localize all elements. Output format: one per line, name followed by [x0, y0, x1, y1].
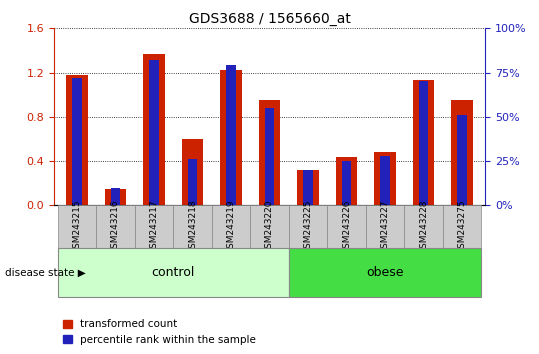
- Bar: [327, 205, 366, 248]
- Bar: [342, 161, 351, 205]
- Bar: [259, 100, 280, 205]
- Bar: [298, 170, 319, 205]
- Bar: [173, 205, 212, 248]
- Bar: [404, 205, 443, 248]
- Bar: [336, 156, 357, 205]
- Bar: [289, 248, 481, 297]
- Text: GSM243275: GSM243275: [458, 199, 466, 254]
- Bar: [188, 159, 197, 205]
- Bar: [452, 100, 473, 205]
- Title: GDS3688 / 1565660_at: GDS3688 / 1565660_at: [189, 12, 350, 26]
- Text: obese: obese: [366, 266, 404, 279]
- Legend: transformed count, percentile rank within the sample: transformed count, percentile rank withi…: [59, 315, 260, 349]
- Text: GSM243217: GSM243217: [149, 199, 158, 254]
- Bar: [105, 189, 126, 205]
- Bar: [419, 81, 429, 205]
- Bar: [380, 156, 390, 205]
- Bar: [226, 65, 236, 205]
- Bar: [250, 205, 289, 248]
- Bar: [72, 78, 82, 205]
- Bar: [143, 54, 164, 205]
- Bar: [289, 205, 327, 248]
- Text: GSM243218: GSM243218: [188, 199, 197, 254]
- Bar: [303, 170, 313, 205]
- Text: disease state ▶: disease state ▶: [5, 268, 86, 278]
- Text: control: control: [151, 266, 195, 279]
- Bar: [212, 205, 250, 248]
- Text: GSM243216: GSM243216: [111, 199, 120, 254]
- Bar: [149, 60, 159, 205]
- Text: GSM243220: GSM243220: [265, 199, 274, 254]
- Bar: [58, 205, 96, 248]
- Text: GSM243225: GSM243225: [303, 199, 313, 254]
- Bar: [110, 188, 120, 205]
- Bar: [443, 205, 481, 248]
- Bar: [96, 205, 135, 248]
- Bar: [220, 70, 241, 205]
- Bar: [58, 248, 289, 297]
- Bar: [265, 108, 274, 205]
- Text: GSM243227: GSM243227: [381, 199, 390, 254]
- Bar: [66, 75, 87, 205]
- Text: GSM243219: GSM243219: [226, 199, 236, 254]
- Text: GSM243228: GSM243228: [419, 199, 428, 254]
- Bar: [366, 205, 404, 248]
- Bar: [457, 115, 467, 205]
- Text: GSM243215: GSM243215: [73, 199, 81, 254]
- Bar: [182, 139, 203, 205]
- Bar: [375, 152, 396, 205]
- Text: GSM243226: GSM243226: [342, 199, 351, 254]
- Bar: [135, 205, 173, 248]
- Bar: [413, 80, 434, 205]
